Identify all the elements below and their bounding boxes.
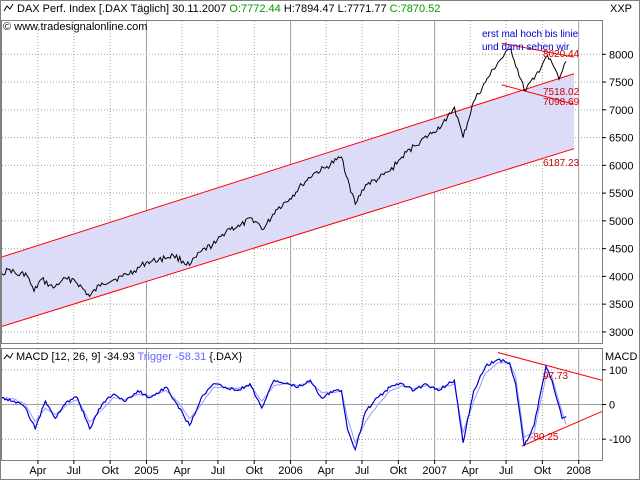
level-mid2-label: 7098.69 [543,97,580,108]
x-tick-label: Jul [67,465,81,477]
x-tick-label: Okt [390,465,407,477]
price-axis-label: XXP [610,3,632,15]
macd-support-line [521,410,603,447]
x-tick-label: Okt [246,465,263,477]
price-y-tick-label: 8000 [609,49,633,61]
macd-lower-label: -80.25 [530,432,559,443]
channel-fill [2,73,574,327]
x-axis: Apr Jul Okt 2005 Apr Jul Okt 2006 Apr Jul Okt 2007 A… [29,460,591,477]
x-tick-label: Okt [534,465,551,477]
x-tick-label: Apr [462,465,479,477]
price-y-tick-label: 3000 [609,327,633,339]
x-tick-label: Apr [318,465,335,477]
copyright-site: © www.tradesignalonline.com [3,21,147,33]
level-mid1-label: 7518.02 [543,87,580,98]
note-line-1: erst mal hoch bis linie [482,29,579,40]
x-tick-label: 2008 [566,465,590,477]
price-y-tick-label: 3500 [609,299,633,311]
price-y-tick-label: 4000 [609,271,633,283]
macd-resistance-line [497,351,603,381]
macd-header-icon [3,352,14,360]
price-series-line [1,48,567,298]
price-y-tick-label: 6500 [609,133,633,145]
macd-axis-label: MACD [605,351,637,363]
note-line-2: und dann sehen wir [482,42,570,53]
price-y-tick-label: 7500 [609,77,633,89]
macd-y-tick-label: 0 [609,400,615,412]
top-support-line [501,84,575,105]
x-tick-label: Jul [499,465,513,477]
macd-y-tick-label: 100 [609,365,627,377]
top-resistance-line [501,42,575,58]
chart-title: DAX Perf. Index [.DAX Täglich] 30.11.200… [17,3,440,15]
price-y-tick-label: 5500 [609,188,633,200]
level-lower-label: 6187.23 [543,158,580,169]
channel-lower-line [1,148,575,327]
header-icon [3,3,14,12]
price-y-tick-label: 7000 [609,105,633,117]
level-upper-label: 8020.44 [543,49,580,60]
price-y-tick-label: 4500 [609,244,633,256]
x-tick-label: 2006 [278,465,302,477]
x-tick-label: Apr [29,465,46,477]
x-tick-label: Jul [355,465,369,477]
x-tick-label: 2007 [422,465,446,477]
macd-y-tick-label: -100 [609,434,631,446]
macd-title: MACD [12, 26, 9] -34.93 Trigger -58.31 {… [16,351,243,363]
price-y-tick-label: 5000 [609,216,633,228]
x-tick-label: Okt [102,465,119,477]
macd-y-axis: -100 0 100 [602,365,631,446]
macd-series-line [2,358,567,452]
macd-upper-label: 97.73 [543,371,568,382]
price-y-axis: 3000 3500 4000 4500 5000 5500 6000 6500 7000 7500… [602,49,633,339]
x-tick-label: Apr [173,465,190,477]
x-tick-label: 2005 [134,465,158,477]
x-tick-label: Jul [211,465,225,477]
price-y-tick-label: 6000 [609,160,633,172]
channel-upper-line [1,73,575,258]
